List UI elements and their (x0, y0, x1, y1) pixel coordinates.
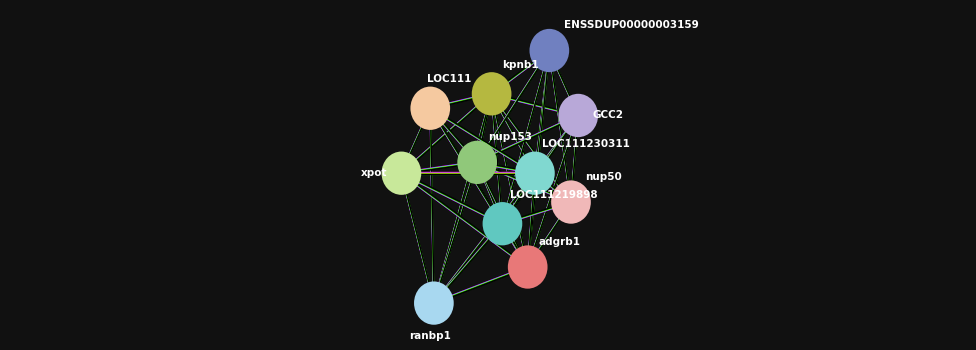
Text: xpot: xpot (360, 168, 386, 178)
Ellipse shape (458, 141, 497, 184)
Text: nup50: nup50 (586, 172, 622, 182)
Ellipse shape (530, 29, 569, 72)
Text: GCC2: GCC2 (592, 111, 624, 120)
Text: LOC111230311: LOC111230311 (542, 139, 630, 149)
Ellipse shape (414, 281, 454, 325)
Text: LOC111219898: LOC111219898 (509, 190, 597, 200)
Ellipse shape (471, 72, 511, 116)
Ellipse shape (411, 86, 450, 130)
Text: ranbp1: ranbp1 (409, 330, 451, 341)
Text: ENSSDUP00000003159: ENSSDUP00000003159 (564, 20, 699, 30)
Ellipse shape (382, 152, 422, 195)
Text: kpnb1: kpnb1 (503, 60, 539, 70)
Text: nup153: nup153 (488, 132, 532, 142)
Ellipse shape (515, 152, 554, 195)
Text: LOC111: LOC111 (427, 75, 471, 84)
Ellipse shape (482, 202, 522, 245)
Ellipse shape (508, 245, 548, 289)
Ellipse shape (558, 94, 598, 137)
Ellipse shape (551, 180, 590, 224)
Text: adgrb1: adgrb1 (539, 237, 581, 247)
